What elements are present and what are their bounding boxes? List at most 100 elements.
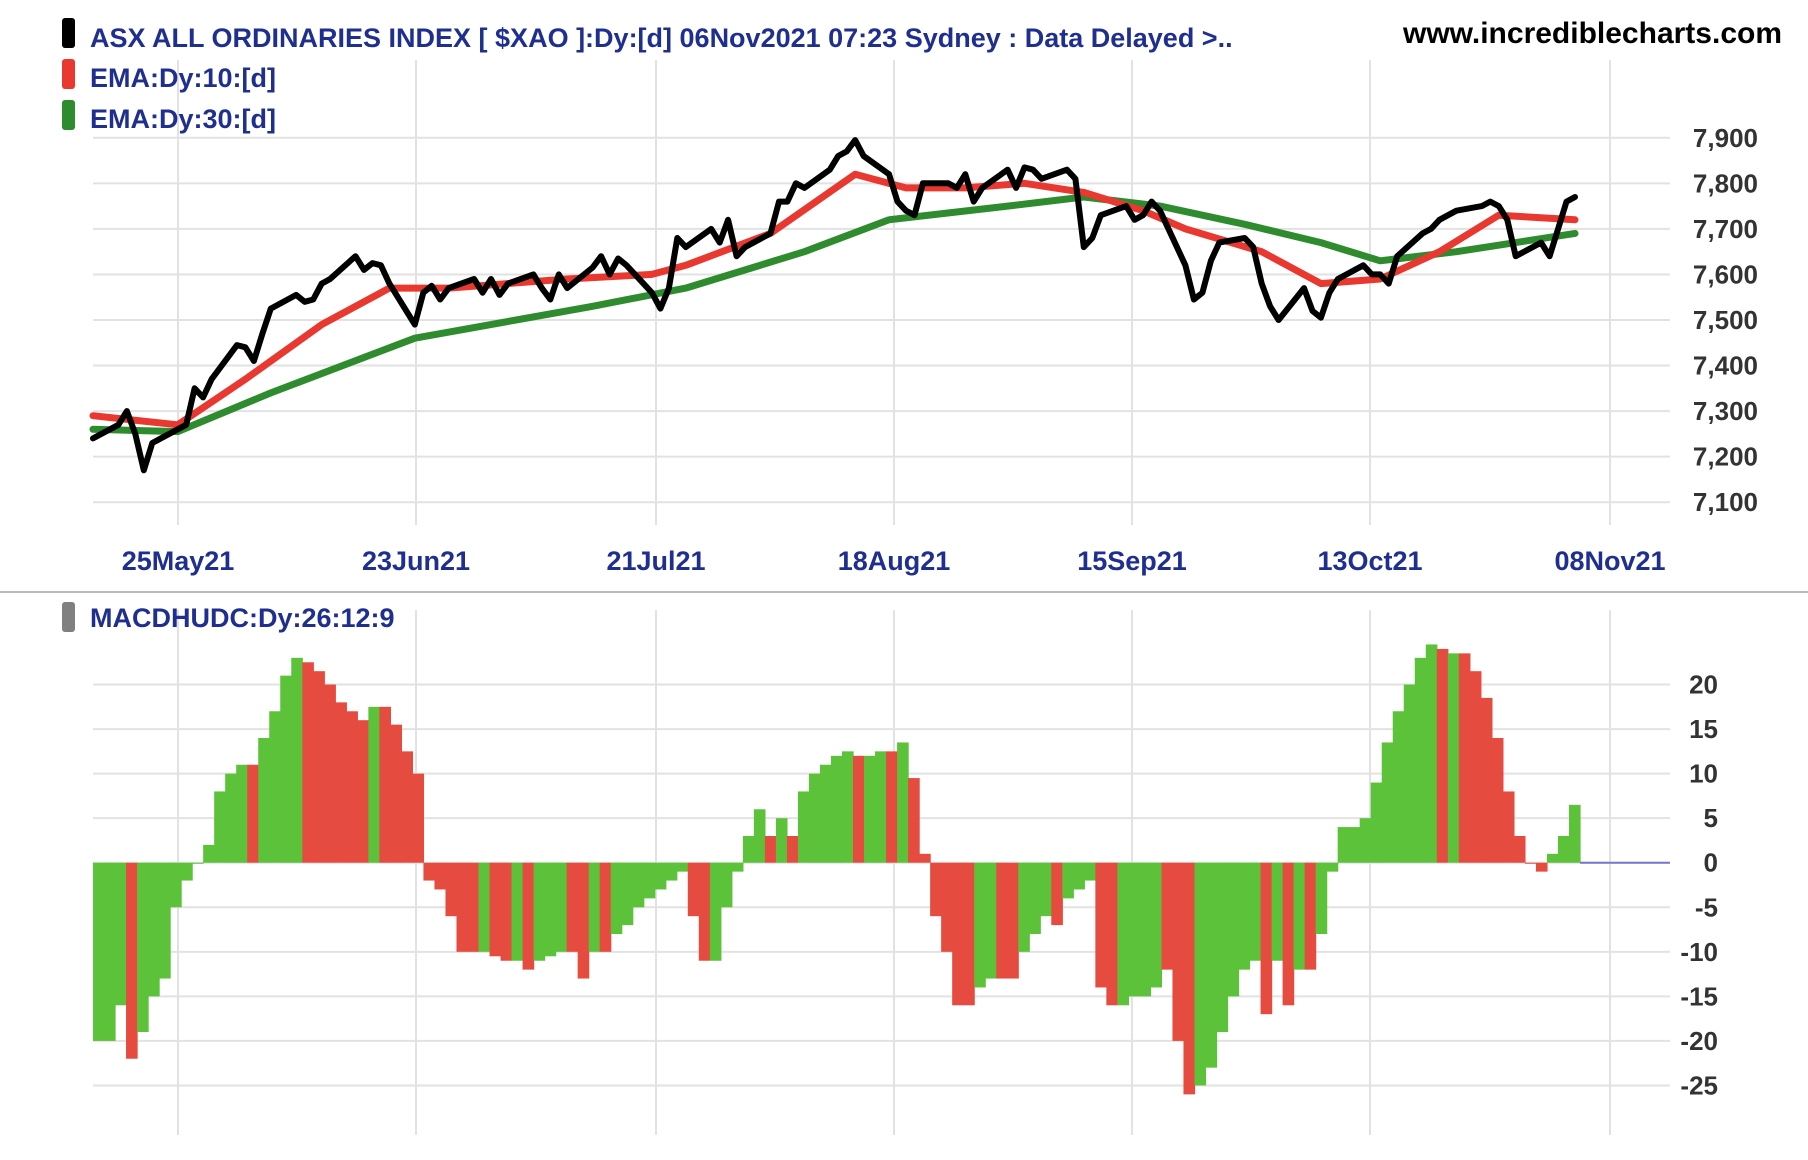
- macd-bar: [533, 862, 546, 961]
- macd-bar: [775, 818, 788, 863]
- x-tick-label: 23Jun21: [362, 546, 470, 576]
- macd-bar: [1568, 804, 1581, 863]
- macd-bar: [1161, 862, 1174, 970]
- macd-bar: [952, 862, 964, 1006]
- macd-bar: [1139, 862, 1152, 997]
- macd-bar: [864, 755, 876, 863]
- macd-bar: [1293, 862, 1306, 970]
- macd-bar: [379, 706, 391, 863]
- macd-bar: [269, 711, 281, 863]
- macd-bar: [159, 862, 171, 979]
- ema30-legend-label: EMA:Dy:30:[d]: [90, 104, 276, 134]
- macd-bar: [1040, 862, 1052, 917]
- macd-bar: [346, 711, 358, 863]
- macd-bar: [456, 862, 469, 952]
- macd-bar: [1282, 862, 1295, 1006]
- macd-bar: [875, 751, 887, 863]
- macd-bar: [1084, 862, 1096, 881]
- macd-bar: [181, 862, 193, 881]
- macd-bar: [1359, 818, 1372, 863]
- macd-bar: [665, 862, 678, 881]
- macd-legend-marker: [62, 602, 75, 632]
- macd-bar: [489, 862, 502, 957]
- macd-bar: [401, 751, 414, 863]
- macd-bar: [1304, 862, 1317, 970]
- price-y-tick-label: 7,800: [1693, 168, 1758, 198]
- macd-y-ticks: 20 15 10 5 0 -5 -10 -15 -20 -25: [1680, 670, 1718, 1101]
- macd-bar: [1535, 862, 1548, 872]
- x-tick-label: 13Oct21: [1317, 546, 1422, 576]
- macd-bar: [412, 773, 425, 863]
- macd-y-tick-label: -15: [1680, 981, 1718, 1011]
- price-y-tick-label: 7,500: [1693, 305, 1758, 335]
- macd-bar: [1095, 862, 1107, 988]
- macd-histogram: [93, 644, 1670, 1095]
- macd-bar: [478, 862, 491, 952]
- price-y-tick-label: 7,900: [1693, 123, 1758, 153]
- macd-y-tick-label: 15: [1689, 714, 1718, 744]
- macd-bar: [897, 742, 909, 863]
- macd-bar: [1403, 684, 1416, 863]
- macd-bar: [842, 751, 854, 863]
- macd-bar: [687, 862, 700, 917]
- macd-bar: [368, 706, 380, 863]
- macd-bar: [225, 773, 237, 863]
- macd-bar: [808, 773, 821, 863]
- date-x-ticks: 25May21 23Jun21 21Jul21 18Aug21 15Sep21 13Oct…: [122, 546, 1666, 576]
- macd-bar: [1381, 742, 1394, 863]
- macd-bar: [1128, 862, 1140, 997]
- macd-y-tick-label: 0: [1704, 848, 1718, 878]
- macd-bar: [709, 862, 722, 961]
- macd-bar: [643, 862, 656, 899]
- macd-y-tick-label: -10: [1680, 937, 1718, 967]
- macd-y-tick-label: -20: [1680, 1026, 1718, 1056]
- macd-bar: [1172, 862, 1185, 1041]
- macd-bar: [1491, 738, 1504, 863]
- macd-bar: [203, 844, 215, 863]
- macd-bar: [1238, 862, 1251, 970]
- macd-bar: [1271, 862, 1284, 961]
- x-tick-label: 18Aug21: [838, 546, 951, 576]
- macd-bar: [1183, 862, 1196, 1095]
- macd-bar: [115, 862, 127, 1006]
- macd-bar: [302, 662, 314, 863]
- macd-bar: [1249, 862, 1262, 961]
- macd-bar: [291, 657, 303, 863]
- macd-bar: [1216, 862, 1229, 1032]
- price-y-tick-label: 7,300: [1693, 396, 1758, 426]
- macd-bar: [1205, 862, 1218, 1068]
- price-lines: [89, 137, 1579, 474]
- x-tick-label: 21Jul21: [606, 546, 705, 576]
- macd-bar: [941, 862, 953, 952]
- macd-bar: [654, 862, 667, 890]
- macd-bar: [423, 862, 436, 881]
- price-series-line: [90, 137, 1578, 474]
- price-legend-marker: [62, 18, 75, 48]
- macd-bar: [886, 751, 898, 863]
- macd-bar: [148, 862, 160, 997]
- macd-bar: [566, 862, 579, 952]
- macd-bar: [1447, 653, 1460, 863]
- macd-bar: [974, 862, 986, 988]
- macd-bar: [819, 764, 832, 863]
- macd-bar: [335, 702, 347, 863]
- macd-bar: [764, 836, 777, 863]
- macd-bar: [1337, 827, 1350, 863]
- macd-bar: [137, 862, 149, 1032]
- macd-bar: [313, 671, 325, 863]
- macd-bar: [1546, 853, 1559, 863]
- macd-bar: [1425, 644, 1438, 863]
- macd-bar: [731, 862, 744, 872]
- macd-bar: [522, 862, 535, 970]
- macd-bar: [126, 862, 138, 1059]
- price-y-tick-label: 7,200: [1693, 442, 1758, 472]
- macd-bar: [445, 862, 458, 917]
- macd-bar: [467, 862, 480, 952]
- macd-bar: [1458, 653, 1471, 863]
- macd-bar: [357, 720, 369, 863]
- macd-bar: [544, 862, 557, 957]
- macd-bar: [511, 862, 524, 961]
- macd-bar: [192, 862, 204, 864]
- macd-bar: [170, 862, 182, 908]
- macd-bar: [93, 862, 105, 1041]
